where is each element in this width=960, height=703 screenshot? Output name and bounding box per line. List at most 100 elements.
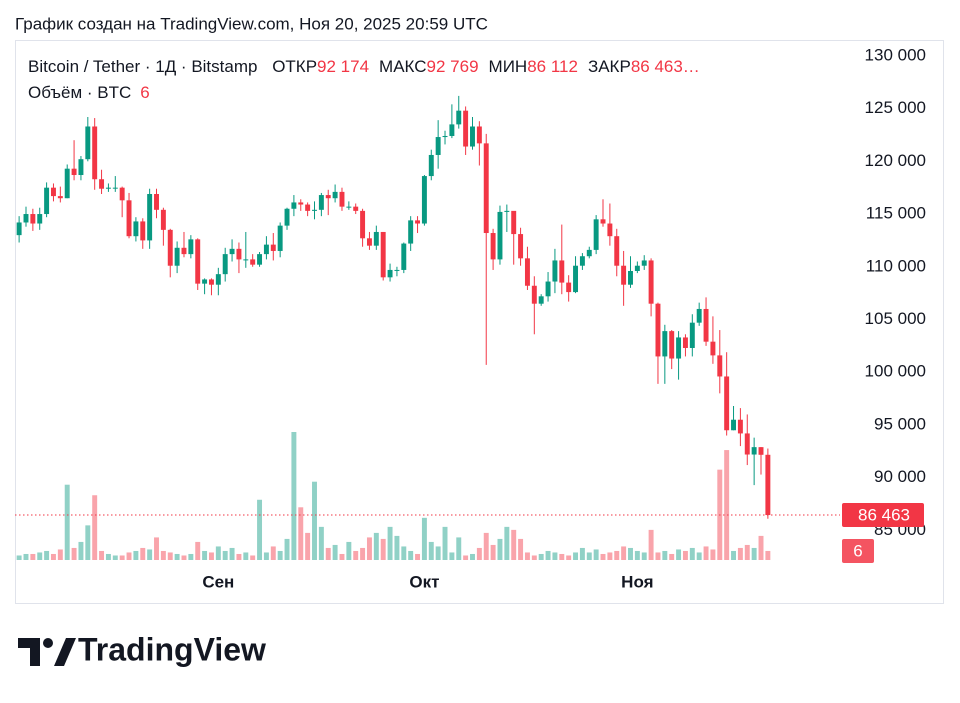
- candle-body: [188, 239, 194, 255]
- candle-body: [222, 254, 228, 275]
- candle-body: [284, 208, 290, 226]
- y-tick-label: 115 000: [866, 204, 926, 223]
- volume-bar: [696, 552, 702, 560]
- volume-bar: [174, 553, 180, 560]
- volume-bar: [23, 553, 29, 560]
- symbol: Bitcoin / Tether · 1Д · Bitstamp: [28, 57, 257, 76]
- volume-bar: [710, 549, 716, 560]
- legend-field-name: ЗАКР: [588, 57, 631, 76]
- volume-bar: [476, 547, 482, 560]
- volume-bar: [394, 535, 400, 560]
- legend-field-name: МИН: [489, 57, 528, 76]
- candle-body: [710, 341, 716, 356]
- volume-bar: [277, 550, 283, 560]
- volume-bar: [78, 541, 84, 560]
- volume-bar: [332, 544, 338, 560]
- candle-body: [655, 303, 661, 357]
- candle-body: [524, 258, 530, 286]
- candle-body: [346, 206, 352, 208]
- candle-body: [71, 168, 77, 176]
- volume-bar: [202, 550, 208, 560]
- candle-body: [751, 447, 757, 455]
- volume-bar: [497, 538, 503, 560]
- candle-body: [126, 200, 132, 237]
- candle-body: [600, 219, 606, 224]
- volume-bar: [401, 546, 407, 560]
- candle-body: [277, 225, 283, 251]
- volume-bar: [37, 552, 43, 560]
- candle-body: [112, 187, 118, 189]
- candle-body: [44, 187, 50, 215]
- candle-body: [470, 126, 475, 147]
- candle-body: [257, 254, 263, 265]
- candle-body: [504, 210, 510, 212]
- volume-bar: [415, 553, 421, 560]
- logo: [18, 638, 76, 666]
- candle-body: [339, 191, 345, 207]
- volume-bar: [270, 546, 276, 560]
- candle-body: [353, 206, 359, 211]
- candle-body: [30, 214, 36, 224]
- candle-body: [538, 296, 544, 304]
- volume-bar: [463, 555, 469, 560]
- volume-bar: [421, 517, 427, 560]
- candle-body: [50, 187, 56, 197]
- volume-bar: [243, 552, 249, 560]
- volume-bar: [490, 544, 496, 560]
- candle-body: [682, 337, 688, 348]
- candle-body: [401, 243, 407, 270]
- volume-bar: [648, 529, 654, 560]
- candle-body: [250, 259, 256, 265]
- volume-bar: [112, 555, 118, 560]
- candle-body: [366, 238, 372, 246]
- candle-body: [394, 269, 400, 271]
- candle-body: [215, 274, 221, 285]
- candle-body: [621, 265, 627, 285]
- x-tick-label: Ноя: [621, 572, 653, 591]
- candle-body: [593, 219, 599, 250]
- candle-body: [669, 331, 675, 359]
- candle-body: [724, 376, 730, 431]
- volume-bar: [30, 553, 36, 560]
- volume-bar: [538, 553, 544, 560]
- candle-body: [579, 256, 585, 266]
- volume-bar: [85, 525, 91, 560]
- candle-body: [552, 260, 558, 282]
- legend-field-value: 92 769: [427, 57, 479, 76]
- candle-body: [236, 248, 242, 260]
- volume-bar: [154, 537, 159, 560]
- candle-body: [140, 221, 146, 241]
- legend-field-name: ОТКР: [272, 57, 317, 76]
- caption: График создан на TradingView.com, Ноя 20…: [15, 14, 488, 33]
- volume-bar: [765, 550, 771, 560]
- volume-bar: [524, 552, 530, 560]
- volume-bar: [559, 553, 565, 560]
- volume-bar: [291, 432, 297, 560]
- candle-body: [676, 337, 682, 359]
- candle-body: [428, 154, 434, 177]
- volume-bar: [703, 546, 709, 560]
- candle-body: [641, 260, 647, 266]
- volume-bar: [298, 507, 304, 560]
- volume-bar: [105, 553, 111, 560]
- volume-bar: [545, 550, 551, 560]
- candle-body: [305, 204, 311, 211]
- candle-body: [737, 419, 743, 434]
- y-tick-label: 130 000: [865, 45, 926, 64]
- volume-bar: [724, 450, 730, 560]
- volume-bar: [641, 552, 647, 560]
- candle-body: [380, 231, 386, 278]
- legend-field-value: 92 174: [317, 57, 369, 76]
- volume-bar: [312, 481, 317, 560]
- volume-bar: [16, 555, 22, 560]
- volume-bar: [126, 552, 132, 560]
- candle-body: [263, 244, 269, 255]
- volume-tag-bg: [842, 538, 874, 563]
- candle-body: [360, 210, 366, 239]
- candle-body: [243, 259, 249, 261]
- volume-bar: [119, 555, 125, 560]
- volume-bar: [181, 555, 187, 560]
- candle-body: [332, 191, 338, 199]
- candle-body: [270, 244, 276, 251]
- candle-body: [160, 209, 166, 230]
